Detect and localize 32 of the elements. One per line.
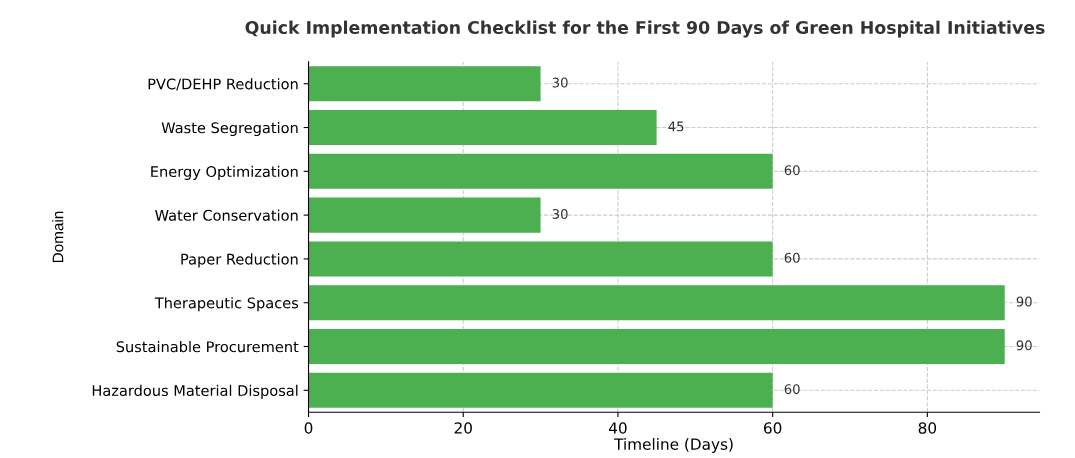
bar: [308, 285, 1005, 321]
data-label: 30: [552, 208, 568, 219]
data-label: 90: [1016, 296, 1032, 307]
x-axis-title: Timeline (Days): [614, 438, 733, 453]
y-tick-label: Therapeutic Spaces: [154, 297, 299, 312]
data-label: 90: [1016, 340, 1032, 351]
data-label: 45: [668, 121, 684, 132]
bar: [308, 110, 657, 146]
x-tick-label: 40: [608, 422, 627, 434]
bar: [308, 197, 541, 233]
bar: [308, 328, 1005, 365]
y-tick-label: PVC/DEHP Reduction: [148, 78, 298, 91]
bar: [308, 153, 773, 189]
data-label: 60: [784, 165, 800, 176]
bar: [308, 241, 773, 277]
y-tick-label: Sustainable Procurement: [116, 340, 299, 353]
x-tick-label: 20: [454, 422, 472, 434]
y-tick-label: Energy Optimization: [151, 165, 298, 180]
bar: [308, 372, 773, 408]
x-tick-label: 0: [304, 422, 313, 434]
y-tick-label: Water Conservation: [155, 209, 298, 221]
y-tick-label: Waste Segregation: [161, 121, 298, 137]
data-label: 60: [784, 252, 800, 263]
data-label: 60: [784, 384, 800, 395]
x-tick-label: 80: [918, 422, 937, 434]
x-tick-label: 60: [764, 422, 782, 434]
bar: [308, 66, 541, 102]
chart-title: Quick Implementation Checklist for the First 90 Days of Green Hospital Initiatives: [245, 20, 1045, 38]
y-tick-label: Paper Reduction: [181, 253, 298, 268]
data-label: 30: [552, 77, 568, 88]
y-tick-label: Hazardous Material Disposal: [92, 384, 298, 399]
y-axis-title: Domain: [52, 211, 64, 263]
